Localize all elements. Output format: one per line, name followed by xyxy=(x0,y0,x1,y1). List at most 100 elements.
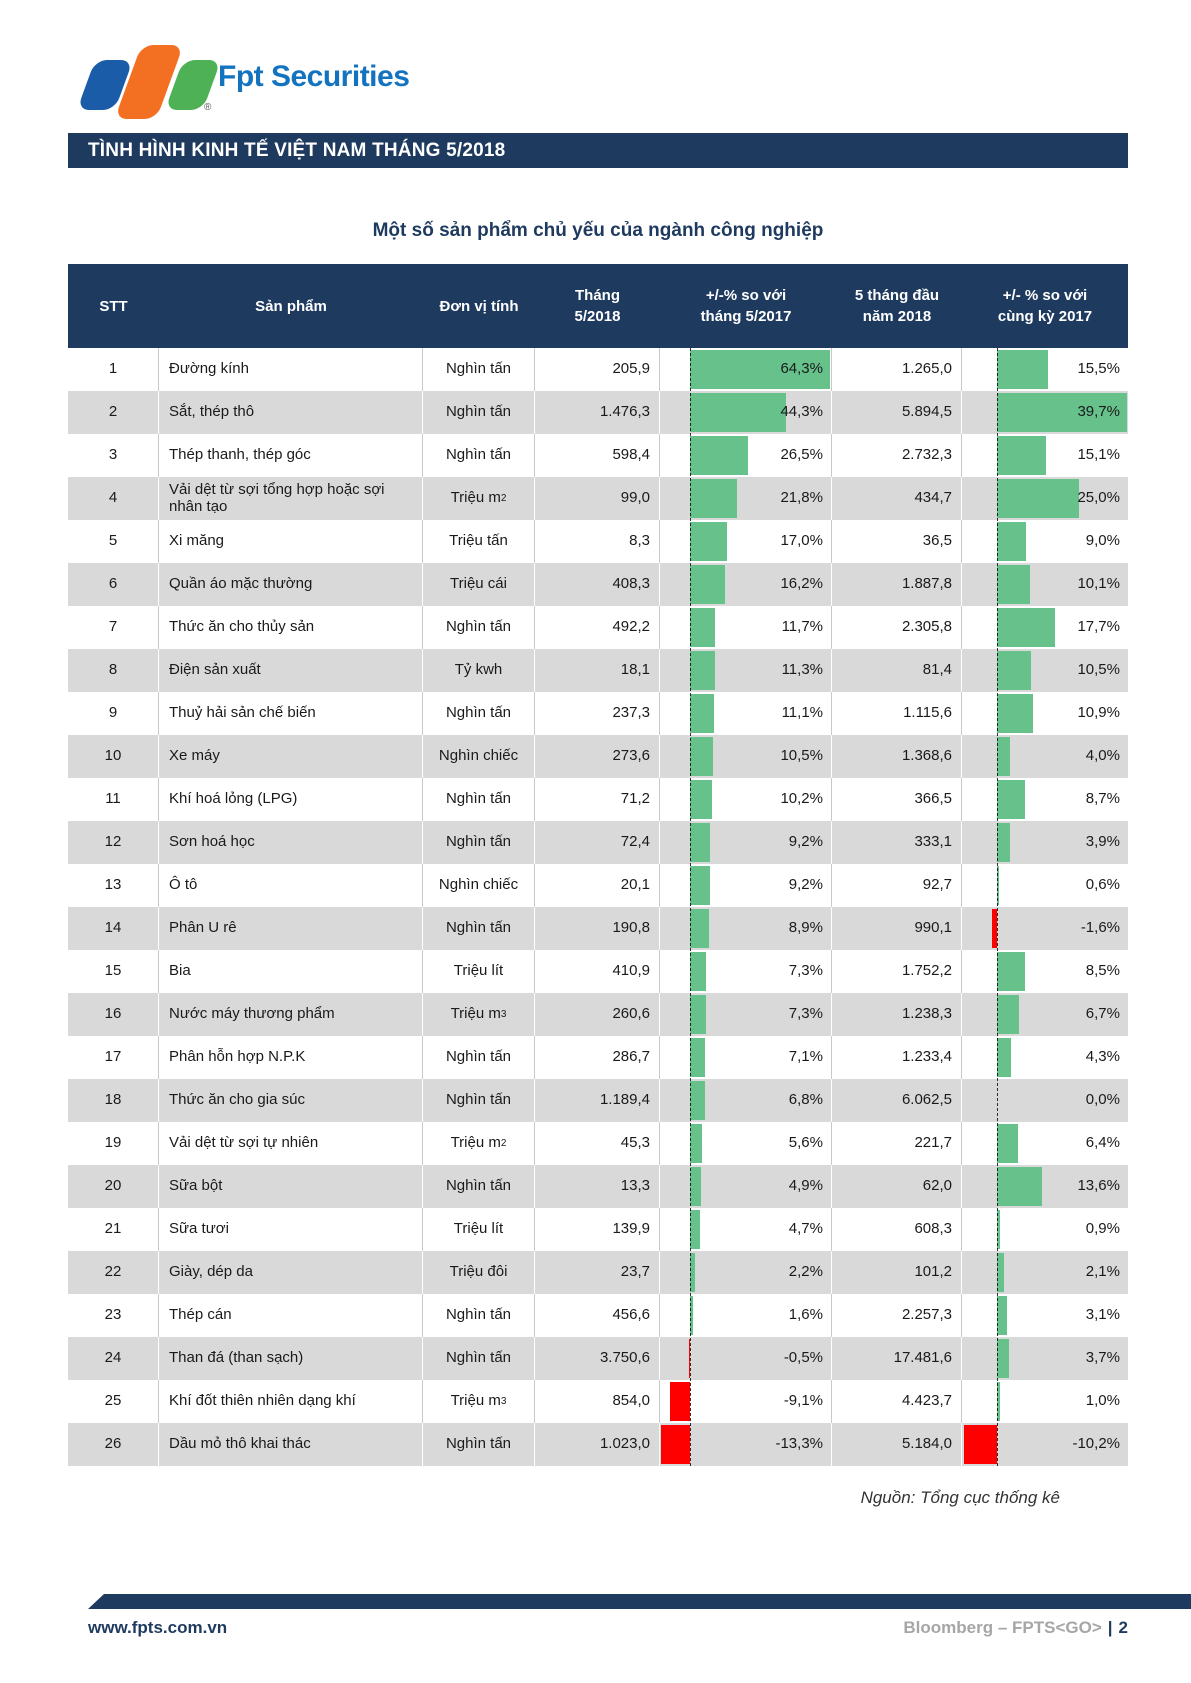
row-ytd-value: 2.305,8 xyxy=(832,606,962,649)
row-mom-cell: 4,9% xyxy=(660,1165,832,1208)
row-yoy-cell: 9,0% xyxy=(962,520,1128,563)
row-month-value: 71,2 xyxy=(535,778,660,821)
row-stt: 13 xyxy=(68,864,159,907)
table-row: 2 Sắt, thép thô Nghìn tấn 1.476,3 44,3% 5.894… xyxy=(68,391,1128,434)
row-stt: 20 xyxy=(68,1165,159,1208)
row-mom-value: 4,7% xyxy=(788,1220,823,1238)
row-stt: 6 xyxy=(68,563,159,606)
table-row: 17 Phân hỗn hợp N.P.K Nghìn tấn 286,7 7,1% 1.… xyxy=(68,1036,1128,1079)
row-mom-bar xyxy=(690,1253,695,1292)
row-mom-bar xyxy=(690,651,715,690)
row-yoy-cell: 8,7% xyxy=(962,778,1128,821)
row-mom-bar xyxy=(689,1339,690,1378)
row-mom-bar xyxy=(690,479,737,518)
row-ytd-value: 5.184,0 xyxy=(832,1423,962,1466)
row-unit: Tỷ kwh xyxy=(423,649,535,692)
row-yoy-value: 1,0% xyxy=(1085,1392,1120,1410)
row-yoy-cell: 10,9% xyxy=(962,692,1128,735)
row-unit: Nghìn tấn xyxy=(423,606,535,649)
row-month-value: 18,1 xyxy=(535,649,660,692)
table-row: 3 Thép thanh, thép góc Nghìn tấn 598,4 26,5%… xyxy=(68,434,1128,477)
row-mom-bar xyxy=(690,522,727,561)
row-mom-value: -13,3% xyxy=(775,1435,823,1453)
row-month-value: 190,8 xyxy=(535,907,660,950)
row-yoy-bar xyxy=(997,694,1033,733)
row-unit: Nghìn tấn xyxy=(423,1294,535,1337)
row-yoy-value: 2,1% xyxy=(1085,1263,1120,1281)
row-ytd-value: 2.257,3 xyxy=(832,1294,962,1337)
row-product: Sữa bột xyxy=(159,1165,423,1208)
row-mom-value: 11,1% xyxy=(781,704,823,722)
row-mom-cell: 11,1% xyxy=(660,692,832,735)
row-mom-cell: 16,2% xyxy=(660,563,832,606)
footer-bloomberg-code: Bloomberg – FPTS<GO> xyxy=(903,1618,1102,1637)
table-row: 8 Điện sản xuất Tỷ kwh 18,1 11,3% 81,4 10,5% xyxy=(68,649,1128,692)
row-unit: Nghìn tấn xyxy=(423,1036,535,1079)
row-product: Đường kính xyxy=(159,348,423,391)
row-yoy-value: 13,6% xyxy=(1077,1177,1120,1195)
row-yoy-bar xyxy=(997,1253,1004,1292)
table-row: 22 Giày, dép da Triệu đôi 23,7 2,2% 101,2 2,1% xyxy=(68,1251,1128,1294)
row-ytd-value: 1.233,4 xyxy=(832,1036,962,1079)
mom-zero-axis-line xyxy=(690,348,691,1466)
row-yoy-bar xyxy=(997,1124,1018,1163)
row-month-value: 72,4 xyxy=(535,821,660,864)
row-product: Giày, dép da xyxy=(159,1251,423,1294)
row-mom-bar xyxy=(690,823,710,862)
row-unit: Nghìn tấn xyxy=(423,778,535,821)
row-month-value: 1.476,3 xyxy=(535,391,660,434)
row-stt: 23 xyxy=(68,1294,159,1337)
footer-website-link[interactable]: www.fpts.com.vn xyxy=(88,1618,228,1637)
row-ytd-value: 2.732,3 xyxy=(832,434,962,477)
row-month-value: 13,3 xyxy=(535,1165,660,1208)
row-month-value: 1.023,0 xyxy=(535,1423,660,1466)
column-header-month: Tháng 5/2018 xyxy=(574,287,621,325)
row-mom-cell: 6,8% xyxy=(660,1079,832,1122)
row-ytd-value: 1.752,2 xyxy=(832,950,962,993)
table-row: 6 Quần áo mặc thường Triệu cái 408,3 16,2% 1.… xyxy=(68,563,1128,606)
row-ytd-value: 1.238,3 xyxy=(832,993,962,1036)
row-month-value: 8,3 xyxy=(535,520,660,563)
row-mom-cell: 8,9% xyxy=(660,907,832,950)
row-mom-bar xyxy=(690,995,706,1034)
row-mom-value: 64,3% xyxy=(780,360,823,378)
row-mom-bar xyxy=(690,436,748,475)
row-mom-cell: -9,1% xyxy=(660,1380,832,1423)
row-mom-bar xyxy=(690,737,713,776)
row-mom-bar xyxy=(690,350,830,389)
table-row: 15 Bia Triệu lít 410,9 7,3% 1.752,2 8,5% xyxy=(68,950,1128,993)
column-header-yoy: +/- % so với cùng kỳ 2017 xyxy=(997,287,1093,325)
row-yoy-value: 15,5% xyxy=(1077,360,1120,378)
row-yoy-cell: 4,0% xyxy=(962,735,1128,778)
row-mom-bar xyxy=(690,393,786,432)
row-yoy-bar xyxy=(997,1210,1000,1249)
table-row: 9 Thuỷ hải sản chế biến Nghìn tấn 237,3 11,1… xyxy=(68,692,1128,735)
row-yoy-value: 3,7% xyxy=(1085,1349,1120,1367)
row-unit: Nghìn tấn xyxy=(423,1337,535,1380)
row-yoy-value: 4,0% xyxy=(1085,747,1120,765)
row-stt: 25 xyxy=(68,1380,159,1423)
row-stt: 11 xyxy=(68,778,159,821)
row-yoy-bar xyxy=(997,1296,1007,1335)
row-unit: Nghìn tấn xyxy=(423,907,535,950)
row-month-value: 99,0 xyxy=(535,477,660,520)
table-row: 5 Xi măng Triệu tấn 8,3 17,0% 36,5 9,0% xyxy=(68,520,1128,563)
row-mom-value: 8,9% xyxy=(788,919,823,937)
row-mom-bar xyxy=(690,565,725,604)
row-mom-cell: 21,8% xyxy=(660,477,832,520)
table-row: 14 Phân U rê Nghìn tấn 190,8 8,9% 990,1 -1,6% xyxy=(68,907,1128,950)
row-unit: Triệu tấn xyxy=(423,520,535,563)
row-month-value: 273,6 xyxy=(535,735,660,778)
row-yoy-value: -10,2% xyxy=(1072,1435,1120,1453)
row-stt: 19 xyxy=(68,1122,159,1165)
row-product: Vải dệt từ sợi tổng hợp hoặc sợi nhân tạ… xyxy=(159,477,423,520)
row-yoy-cell: 6,4% xyxy=(962,1122,1128,1165)
row-ytd-value: 434,7 xyxy=(832,477,962,520)
row-yoy-cell: 6,7% xyxy=(962,993,1128,1036)
row-stt: 24 xyxy=(68,1337,159,1380)
row-yoy-value: 10,5% xyxy=(1077,661,1120,679)
row-stt: 16 xyxy=(68,993,159,1036)
row-ytd-value: 608,3 xyxy=(832,1208,962,1251)
row-yoy-value: 39,7% xyxy=(1077,403,1120,421)
row-month-value: 3.750,6 xyxy=(535,1337,660,1380)
